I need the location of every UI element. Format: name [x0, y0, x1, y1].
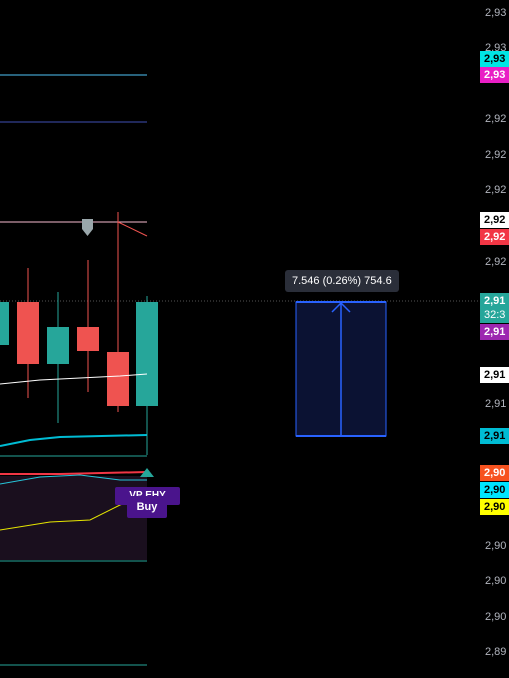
price-badge: 2,91: [480, 367, 509, 383]
price-axis-label: 2,92: [485, 113, 507, 125]
buy-signal-label[interactable]: Buy: [127, 496, 167, 518]
price-axis-label: 2,92: [485, 149, 507, 161]
price-badge: 2,91: [480, 428, 509, 444]
price-axis-label: 2,90: [485, 575, 507, 587]
price-axis-label: 2,92: [485, 184, 507, 196]
measure-arrowhead-icon: [331, 301, 351, 313]
price-badge: 2,92: [480, 229, 509, 245]
marker-icon: [82, 219, 93, 236]
candle: [77, 327, 99, 351]
candle: [0, 302, 9, 345]
buy-arrow-icon: [140, 468, 154, 477]
price-badge: 2,90: [480, 482, 509, 498]
price-axis-label: 2,90: [485, 611, 507, 623]
candle: [136, 302, 158, 406]
price-axis-label: 2,90: [485, 540, 507, 552]
candle: [17, 302, 39, 364]
candles: [0, 212, 158, 455]
measure-tooltip: 7.546 (0.26%) 754.6: [285, 270, 399, 292]
price-badge: 2,93: [480, 51, 509, 67]
ma-white: [0, 373, 148, 385]
price-badge: 2,93: [480, 67, 509, 83]
price-axis-label: 2,93: [485, 7, 507, 19]
countdown-badge: 32:3: [480, 307, 509, 323]
indicator-line-red: [117, 221, 148, 237]
price-badge: 2,92: [480, 212, 509, 228]
last-price-badge: 2,91: [480, 293, 509, 309]
price-axis-label: 2,89: [485, 646, 507, 658]
candle: [107, 352, 129, 406]
indicator-red-line: [0, 471, 148, 475]
ma-cyan: [0, 434, 148, 447]
price-axis-label: 2,92: [485, 256, 507, 268]
price-badge: 2,90: [480, 465, 509, 481]
price-badge: 2,90: [480, 499, 509, 515]
indicator-cyan-line: [0, 474, 147, 485]
price-axis-label: 2,91: [485, 398, 507, 410]
price-badge: 2,91: [480, 324, 509, 340]
candle: [47, 327, 69, 364]
